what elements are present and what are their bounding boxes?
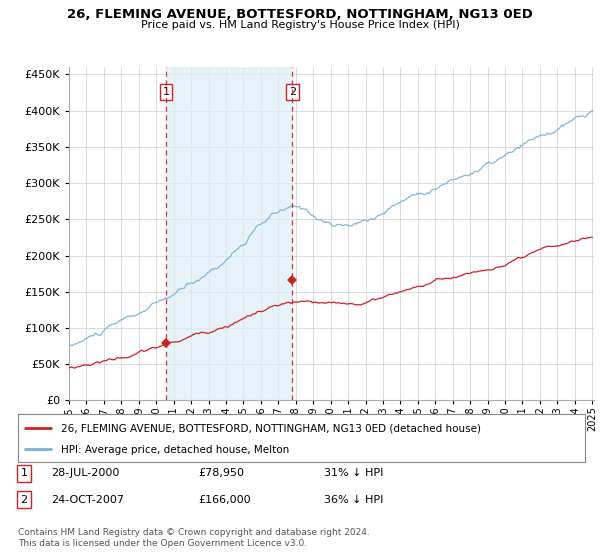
Text: This data is licensed under the Open Government Licence v3.0.: This data is licensed under the Open Gov… [18, 539, 307, 548]
Text: Contains HM Land Registry data © Crown copyright and database right 2024.: Contains HM Land Registry data © Crown c… [18, 528, 370, 536]
Text: £78,950: £78,950 [198, 468, 244, 478]
Text: HPI: Average price, detached house, Melton: HPI: Average price, detached house, Melt… [61, 445, 289, 455]
Text: £166,000: £166,000 [198, 494, 251, 505]
Bar [166, 67, 292, 400]
Text: Price paid vs. HM Land Registry's House Price Index (HPI): Price paid vs. HM Land Registry's House … [140, 20, 460, 30]
Text: 36% ↓ HPI: 36% ↓ HPI [324, 494, 383, 505]
Text: 2: 2 [20, 494, 28, 505]
Text: 26, FLEMING AVENUE, BOTTESFORD, NOTTINGHAM, NG13 0ED: 26, FLEMING AVENUE, BOTTESFORD, NOTTINGH… [67, 8, 533, 21]
Text: 1: 1 [163, 87, 170, 97]
Text: 28-JUL-2000: 28-JUL-2000 [51, 468, 119, 478]
Text: 24-OCT-2007: 24-OCT-2007 [51, 494, 124, 505]
Text: 2: 2 [289, 87, 296, 97]
Text: 26, FLEMING AVENUE, BOTTESFORD, NOTTINGHAM, NG13 0ED (detached house): 26, FLEMING AVENUE, BOTTESFORD, NOTTINGH… [61, 424, 481, 433]
Text: 31% ↓ HPI: 31% ↓ HPI [324, 468, 383, 478]
Text: 1: 1 [20, 468, 28, 478]
